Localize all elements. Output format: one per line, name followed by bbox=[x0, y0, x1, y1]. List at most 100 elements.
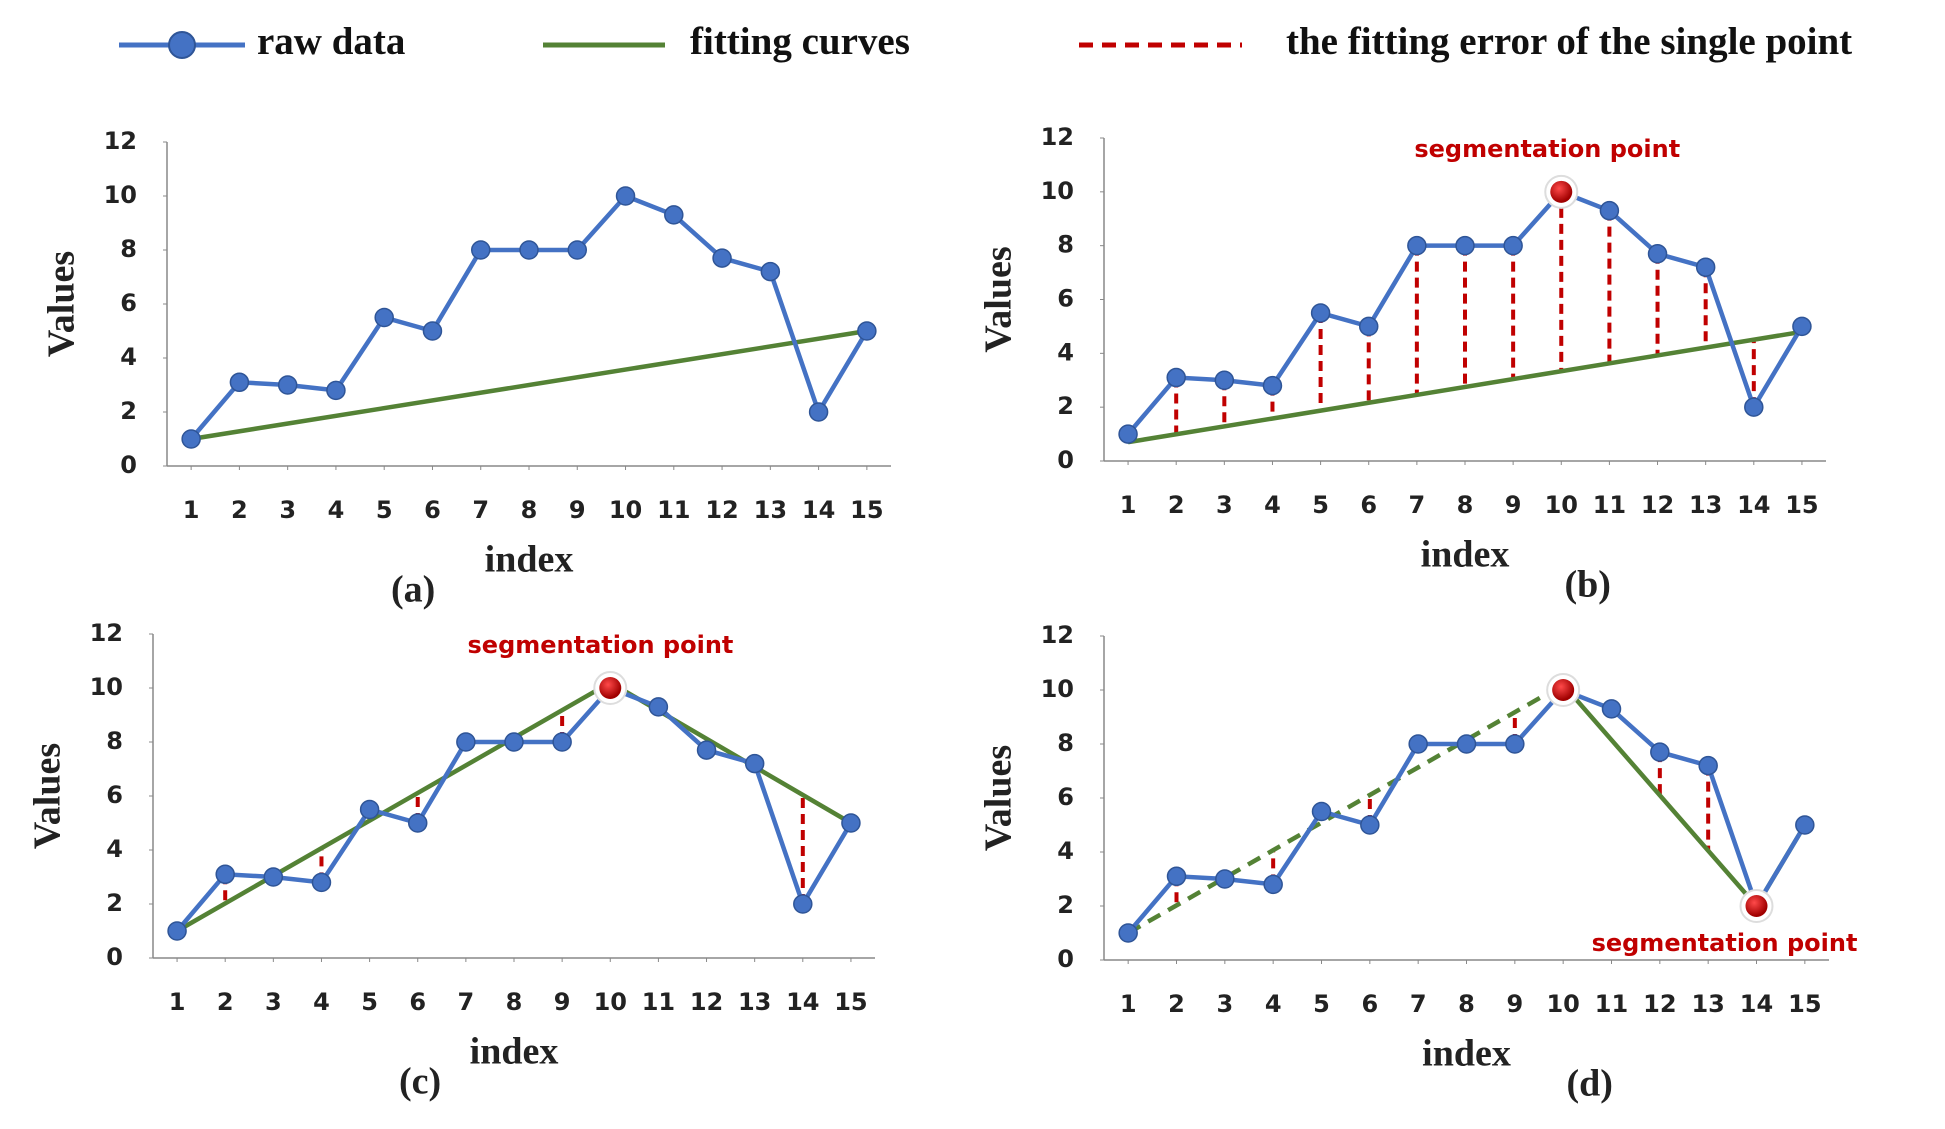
raw-point bbox=[1698, 755, 1718, 776]
x-axis-title: index bbox=[1421, 534, 1510, 576]
legend-item: fitting curves bbox=[543, 20, 910, 63]
raw-point bbox=[648, 697, 669, 717]
x-tick-label: 9 bbox=[1506, 990, 1523, 1018]
raw-point bbox=[504, 732, 524, 752]
x-tick-label: 12 bbox=[705, 496, 738, 524]
y-tick-label: 12 bbox=[1041, 123, 1074, 151]
raw-point bbox=[1792, 316, 1812, 337]
raw-point bbox=[277, 375, 298, 395]
fitting-curve bbox=[175, 680, 853, 933]
y-tick-label: 4 bbox=[1057, 837, 1074, 865]
segmentation-label: segmentation point bbox=[468, 631, 734, 659]
raw-line bbox=[175, 685, 853, 933]
raw-point bbox=[1215, 869, 1235, 889]
y-tick-label: 2 bbox=[106, 889, 123, 917]
x-tick-label: 3 bbox=[279, 496, 296, 524]
x-axis-title: index bbox=[1422, 1033, 1511, 1075]
y-axis-title: Values bbox=[978, 745, 1020, 851]
segmentation-point bbox=[1550, 180, 1573, 203]
y-tick-label: 4 bbox=[120, 343, 137, 371]
x-tick-label: 15 bbox=[1788, 990, 1821, 1018]
y-axis-title: Values bbox=[41, 251, 83, 357]
x-tick-label: 9 bbox=[554, 988, 571, 1016]
x-tick-label: 9 bbox=[569, 496, 586, 524]
y-tick-label: 10 bbox=[1041, 675, 1074, 703]
raw-line bbox=[189, 193, 869, 441]
raw-point bbox=[615, 186, 636, 206]
raw-point bbox=[1456, 734, 1477, 754]
raw-point bbox=[1166, 866, 1187, 887]
x-tick-label: 1 bbox=[183, 496, 200, 524]
x-tick-label: 14 bbox=[802, 496, 835, 524]
x-tick-label: 6 bbox=[409, 988, 426, 1016]
raw-point bbox=[1455, 235, 1475, 256]
panel-label: (c) bbox=[399, 1061, 441, 1103]
raw-point bbox=[1695, 257, 1716, 277]
raw-point bbox=[1262, 375, 1283, 396]
x-tick-label: 11 bbox=[642, 988, 675, 1016]
x-tick-label: 12 bbox=[1643, 990, 1676, 1018]
legend-label: fitting curves bbox=[690, 20, 910, 63]
fitting-curve bbox=[1127, 329, 1803, 445]
x-tick-label: 12 bbox=[690, 988, 723, 1016]
x-axis-title: index bbox=[485, 539, 574, 581]
x-axis-title: index bbox=[470, 1031, 559, 1073]
raw-point bbox=[841, 813, 861, 833]
x-tick-label: 14 bbox=[1740, 990, 1773, 1018]
x-tick-label: 1 bbox=[1120, 491, 1137, 519]
x-tick-label: 7 bbox=[458, 988, 475, 1016]
raw-point bbox=[1358, 316, 1379, 337]
raw-point bbox=[1503, 235, 1523, 256]
raw-point bbox=[422, 321, 443, 341]
x-tick-label: 4 bbox=[313, 988, 330, 1016]
raw-point bbox=[1311, 801, 1332, 822]
x-tick-label: 6 bbox=[1360, 491, 1377, 519]
x-tick-label: 6 bbox=[1361, 990, 1378, 1018]
x-tick-label: 2 bbox=[231, 496, 248, 524]
x-tick-label: 3 bbox=[1216, 491, 1233, 519]
panel-label: (b) bbox=[1565, 564, 1611, 606]
raw-point bbox=[1505, 734, 1525, 754]
raw-point bbox=[1118, 424, 1138, 444]
legend-label: the fitting error of the single point bbox=[1286, 20, 1852, 63]
x-tick-label: 12 bbox=[1641, 491, 1674, 519]
raw-point bbox=[1601, 699, 1622, 719]
panel-label: (a) bbox=[391, 569, 435, 611]
raw-point bbox=[1408, 734, 1428, 754]
y-tick-label: 8 bbox=[1057, 231, 1074, 259]
y-tick-label: 10 bbox=[104, 181, 137, 209]
raw-point bbox=[567, 240, 588, 260]
x-tick-label: 7 bbox=[472, 496, 489, 524]
fitting-curve bbox=[1561, 683, 1807, 910]
x-tick-label: 13 bbox=[754, 496, 787, 524]
y-tick-label: 10 bbox=[1041, 177, 1074, 205]
legend-label: raw data bbox=[257, 20, 405, 63]
x-tick-label: 10 bbox=[594, 988, 627, 1016]
raw-point bbox=[1599, 200, 1620, 221]
y-tick-label: 6 bbox=[1057, 285, 1074, 313]
raw-point bbox=[1407, 235, 1427, 256]
x-tick-label: 15 bbox=[1785, 491, 1818, 519]
x-tick-label: 5 bbox=[376, 496, 393, 524]
segmentation-label: segmentation point bbox=[1592, 929, 1858, 957]
x-tick-label: 14 bbox=[786, 988, 819, 1016]
x-tick-label: 4 bbox=[328, 496, 345, 524]
raw-point bbox=[1263, 874, 1283, 895]
raw-point bbox=[857, 321, 877, 341]
y-tick-label: 0 bbox=[106, 943, 123, 971]
x-tick-label: 10 bbox=[1546, 990, 1579, 1018]
x-tick-label: 10 bbox=[1545, 491, 1578, 519]
y-axis-title: Values bbox=[978, 246, 1020, 352]
raw-point bbox=[1650, 742, 1670, 762]
raw-point bbox=[808, 402, 829, 422]
x-tick-label: 15 bbox=[850, 496, 883, 524]
x-tick-label: 2 bbox=[217, 988, 234, 1016]
segmentation-point bbox=[1552, 679, 1575, 701]
x-tick-label: 7 bbox=[1410, 990, 1427, 1018]
y-tick-label: 8 bbox=[1057, 729, 1074, 757]
x-tick-label: 15 bbox=[834, 988, 867, 1016]
